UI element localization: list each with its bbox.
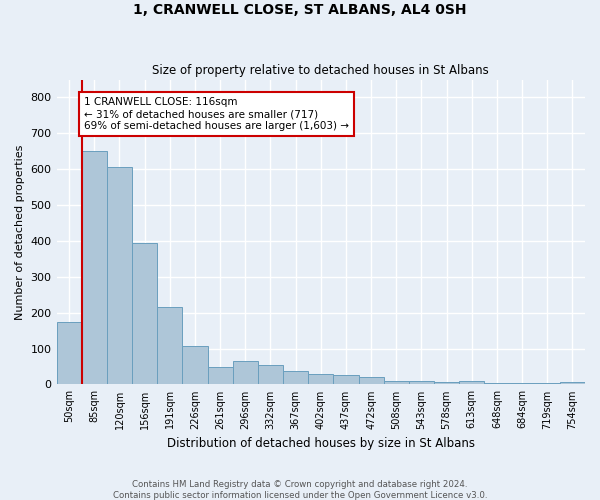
Bar [258,364,283,384]
Bar [409,381,434,384]
Bar [132,243,157,384]
Bar [308,374,334,384]
Bar [157,308,182,384]
Text: Contains HM Land Registry data © Crown copyright and database right 2024.
Contai: Contains HM Land Registry data © Crown c… [113,480,487,500]
Title: Size of property relative to detached houses in St Albans: Size of property relative to detached ho… [152,64,489,77]
Bar [459,381,484,384]
Bar [208,367,233,384]
Bar [107,168,132,384]
Bar [334,376,359,384]
Bar [434,382,459,384]
Text: 1, CRANWELL CLOSE, ST ALBANS, AL4 0SH: 1, CRANWELL CLOSE, ST ALBANS, AL4 0SH [133,2,467,16]
X-axis label: Distribution of detached houses by size in St Albans: Distribution of detached houses by size … [167,437,475,450]
Text: 1 CRANWELL CLOSE: 116sqm
← 31% of detached houses are smaller (717)
69% of semi-: 1 CRANWELL CLOSE: 116sqm ← 31% of detach… [84,98,349,130]
Bar [383,381,409,384]
Y-axis label: Number of detached properties: Number of detached properties [15,144,25,320]
Bar [283,371,308,384]
Bar [484,382,509,384]
Bar [182,346,208,385]
Bar [509,382,535,384]
Bar [359,376,383,384]
Bar [560,382,585,384]
Bar [233,361,258,384]
Bar [535,382,560,384]
Bar [56,322,82,384]
Bar [82,152,107,384]
